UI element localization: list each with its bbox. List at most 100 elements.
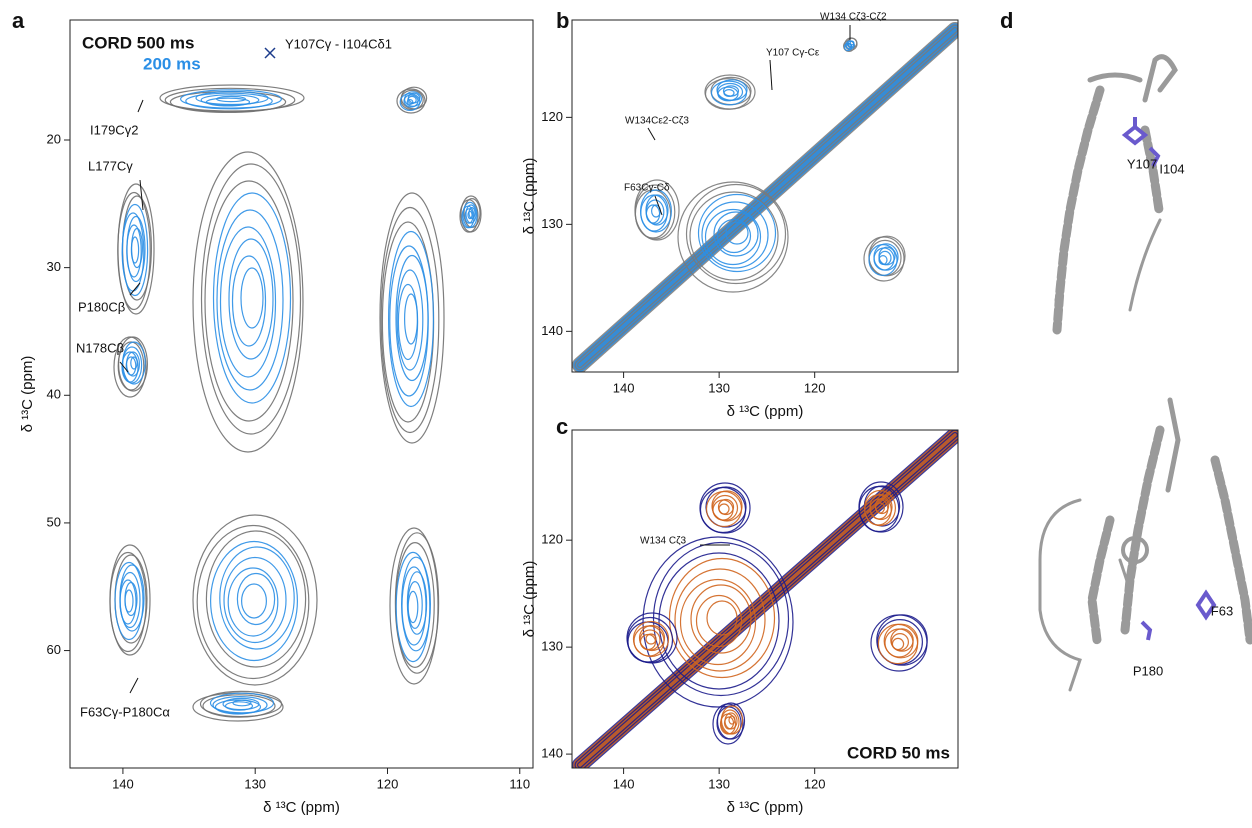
contour xyxy=(130,236,140,264)
x-tick-label: 140 xyxy=(112,776,134,791)
contour xyxy=(870,614,928,672)
contour xyxy=(712,499,734,521)
leader-line xyxy=(129,282,141,296)
contour xyxy=(117,191,151,311)
contour xyxy=(180,89,283,109)
peak-annotation: W134 Cζ3-Cζ2 xyxy=(820,12,887,23)
contour xyxy=(236,572,276,626)
leader-line xyxy=(129,677,139,694)
peak-annotation: F63Cγ-P180Cα xyxy=(80,704,170,719)
contour xyxy=(399,92,421,111)
contour xyxy=(658,552,780,690)
x-axis-label: δ ¹³C (ppm) xyxy=(263,799,340,816)
contour xyxy=(705,486,747,528)
peak-annotation: F63Cγ-Cδ xyxy=(624,183,670,194)
spectrum xyxy=(109,84,482,722)
diagonal-contour xyxy=(578,433,957,767)
residue-label: P180 xyxy=(1133,663,1163,678)
contour xyxy=(645,204,661,224)
leader-line xyxy=(119,361,129,373)
contour xyxy=(638,624,666,652)
legend-entry: 200 ms xyxy=(143,54,201,73)
contour xyxy=(711,494,739,522)
x-tick-label: 140 xyxy=(613,380,635,395)
contour xyxy=(677,181,789,293)
contour xyxy=(219,546,295,650)
x-tick-label: 140 xyxy=(613,776,635,791)
contour xyxy=(219,226,277,378)
peak-annotation: L177Cγ xyxy=(88,158,133,173)
contour xyxy=(212,192,292,404)
y-tick-label: 40 xyxy=(47,387,61,402)
contour xyxy=(192,151,304,453)
contour xyxy=(890,628,914,652)
x-axis-label: δ ¹³C (ppm) xyxy=(727,799,804,816)
y-tick-label: 130 xyxy=(541,216,563,231)
x-axis-label: δ ¹³C (ppm) xyxy=(727,403,804,420)
contour xyxy=(228,238,274,360)
contour xyxy=(685,183,787,285)
contour xyxy=(632,620,670,658)
contour xyxy=(468,207,476,220)
contour xyxy=(231,255,267,347)
contour xyxy=(716,218,752,254)
contour xyxy=(717,498,735,516)
contour xyxy=(119,579,137,625)
contour xyxy=(849,40,855,46)
contour xyxy=(121,351,139,383)
contour xyxy=(380,206,440,434)
contour xyxy=(711,490,743,522)
contour xyxy=(216,95,247,103)
leader-line xyxy=(769,59,773,91)
contour xyxy=(704,208,762,266)
contour xyxy=(699,486,747,534)
peak-annotation: W134 Cζ3 xyxy=(640,536,687,547)
contour xyxy=(848,43,852,47)
leader-line xyxy=(137,99,144,113)
contour xyxy=(117,341,145,391)
panel-letter: b xyxy=(556,8,569,33)
axes-frame xyxy=(571,19,959,373)
leader-line xyxy=(139,179,144,211)
contour xyxy=(639,629,661,651)
x-tick-label: 120 xyxy=(377,776,399,791)
contour xyxy=(379,192,445,444)
y-tick-label: 140 xyxy=(541,746,563,761)
contour xyxy=(878,255,888,266)
contour xyxy=(891,637,905,651)
contour xyxy=(164,87,296,113)
y-tick-label: 50 xyxy=(47,514,61,529)
spectrum xyxy=(572,22,958,372)
contour xyxy=(396,88,426,114)
contour xyxy=(876,614,928,666)
x-tick-label: 110 xyxy=(509,776,530,791)
y-tick-label: 30 xyxy=(47,259,61,274)
contour xyxy=(224,701,254,711)
contour xyxy=(227,567,279,637)
contour xyxy=(467,210,473,220)
contour xyxy=(114,561,144,641)
contour xyxy=(874,502,885,514)
y-tick-label: 120 xyxy=(541,532,563,547)
panel-letter: c xyxy=(556,414,568,439)
peak-annotation: W134Cε2-Cζ3 xyxy=(625,116,689,127)
y-tick-label: 140 xyxy=(541,323,563,338)
y-tick-label: 60 xyxy=(47,642,61,657)
contour xyxy=(204,180,294,422)
contour xyxy=(216,209,284,391)
y-axis-label: δ ¹³C (ppm) xyxy=(521,158,538,235)
contour xyxy=(241,583,268,619)
contour xyxy=(723,88,735,97)
y-tick-label: 120 xyxy=(541,109,563,124)
contour xyxy=(642,536,794,708)
contour xyxy=(210,540,299,662)
contour xyxy=(878,250,892,266)
x-tick-label: 120 xyxy=(804,380,826,395)
contour xyxy=(406,98,414,105)
contour xyxy=(396,269,424,371)
contour xyxy=(890,632,909,651)
contour xyxy=(674,568,766,672)
contour xyxy=(205,530,307,668)
peak-annotation: Y107 Cγ-Cε xyxy=(766,48,820,59)
